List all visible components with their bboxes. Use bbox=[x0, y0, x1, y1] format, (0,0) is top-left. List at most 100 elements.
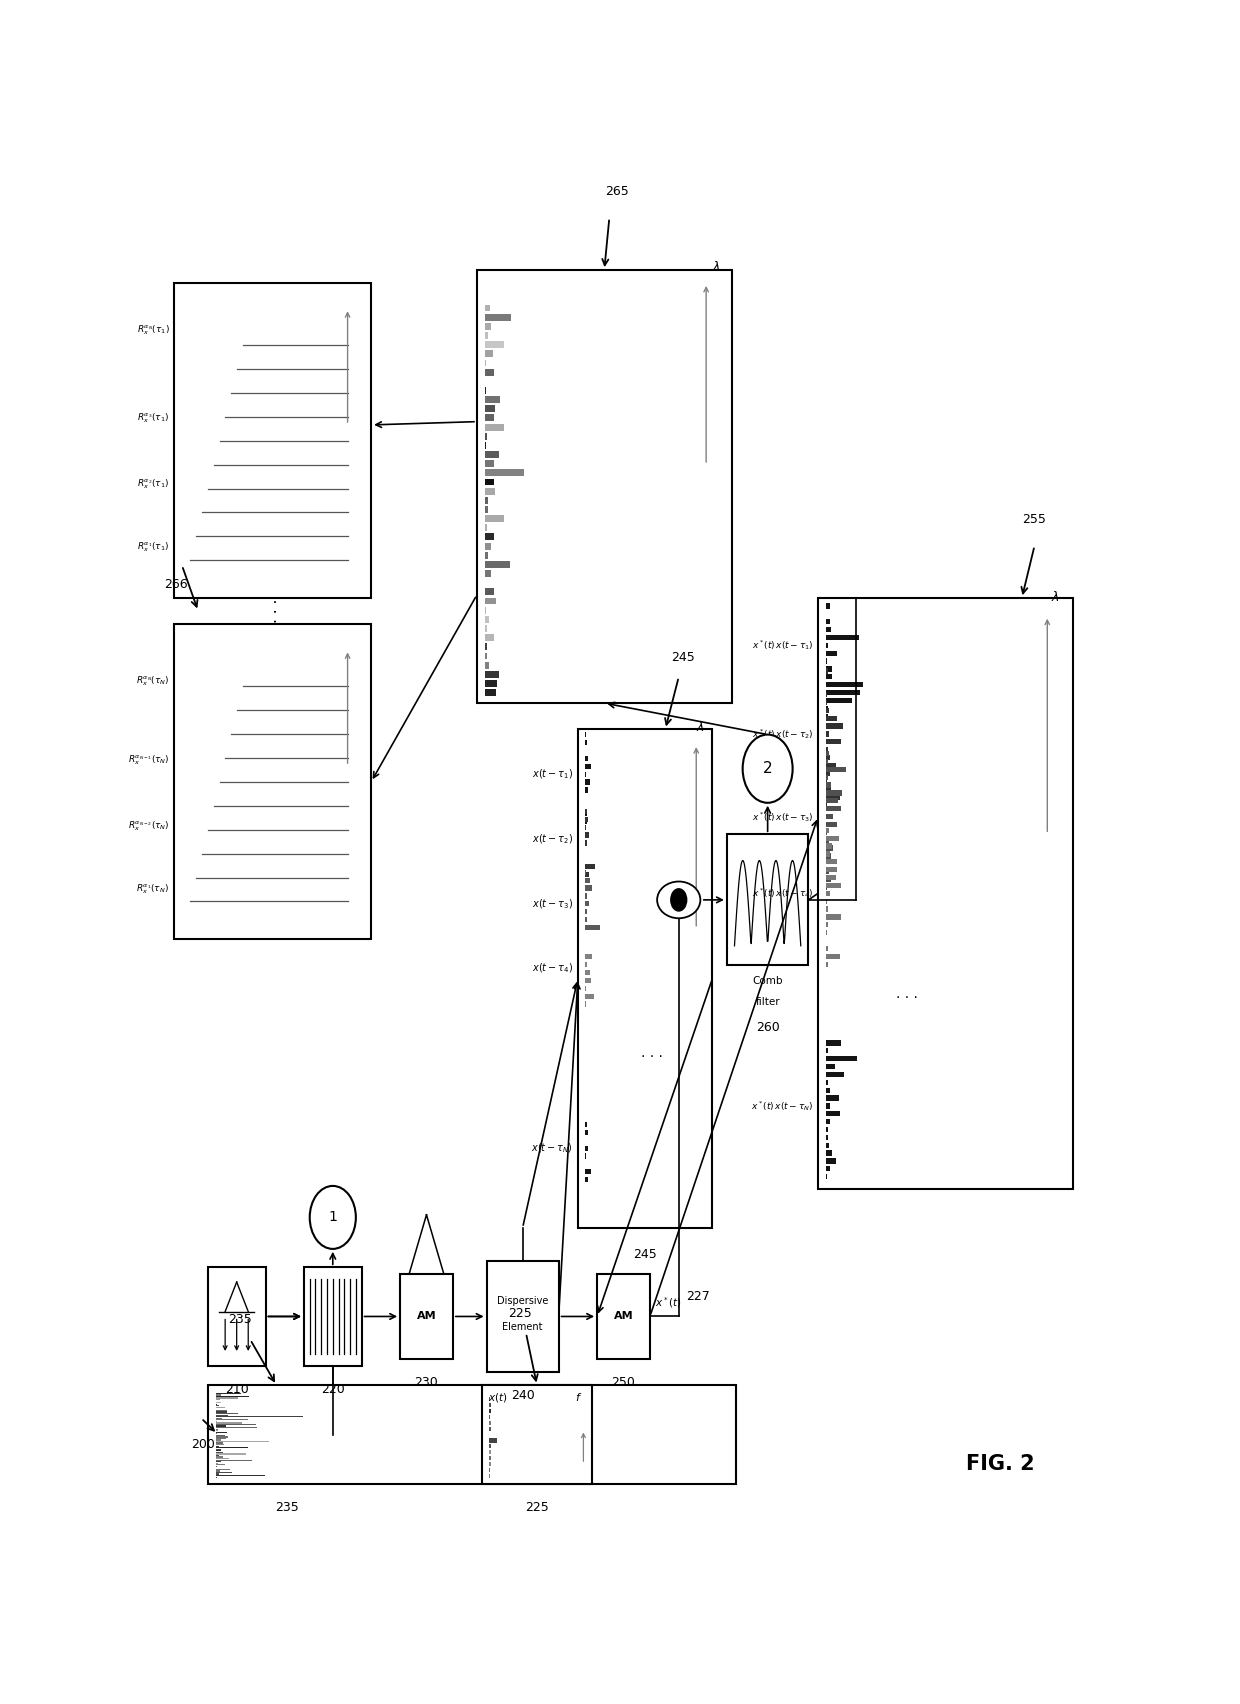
Bar bbox=[490, 1457, 491, 1460]
Bar bbox=[485, 351, 494, 358]
Bar bbox=[826, 815, 833, 820]
Bar bbox=[485, 387, 486, 394]
Bar bbox=[826, 716, 837, 721]
Text: $x(t-\tau_4)$: $x(t-\tau_4)$ bbox=[532, 961, 573, 975]
Bar bbox=[485, 452, 498, 458]
Bar bbox=[490, 1462, 491, 1465]
Bar bbox=[826, 666, 832, 671]
Bar bbox=[826, 1080, 828, 1085]
Bar bbox=[826, 642, 827, 648]
Bar bbox=[485, 598, 496, 605]
Text: $R_x^{\alpha_3}(\tau_1)$: $R_x^{\alpha_3}(\tau_1)$ bbox=[138, 412, 170, 426]
Bar bbox=[485, 479, 494, 486]
Bar bbox=[485, 661, 490, 668]
Bar bbox=[584, 787, 588, 792]
Ellipse shape bbox=[657, 881, 701, 918]
Bar bbox=[826, 835, 838, 840]
Bar bbox=[826, 682, 863, 687]
Bar bbox=[826, 700, 827, 705]
Bar bbox=[826, 838, 828, 843]
Bar bbox=[481, 1385, 593, 1484]
Bar bbox=[485, 552, 489, 559]
Bar bbox=[826, 767, 846, 772]
Bar bbox=[485, 688, 496, 695]
Bar bbox=[826, 828, 830, 833]
Bar bbox=[485, 395, 500, 404]
Bar bbox=[584, 820, 587, 825]
Bar bbox=[826, 1166, 831, 1171]
Circle shape bbox=[743, 734, 792, 803]
Bar bbox=[826, 803, 827, 808]
Text: $x(t-\tau_N)$: $x(t-\tau_N)$ bbox=[531, 1142, 573, 1155]
Bar bbox=[826, 1159, 837, 1164]
Bar bbox=[826, 724, 843, 729]
Text: 266: 266 bbox=[165, 578, 188, 591]
Text: . . .: . . . bbox=[265, 600, 280, 624]
Bar bbox=[485, 314, 511, 320]
Bar bbox=[584, 833, 589, 838]
Bar bbox=[826, 668, 828, 673]
Bar bbox=[485, 487, 495, 494]
Bar bbox=[485, 533, 494, 540]
Text: . . .: . . . bbox=[897, 987, 918, 1000]
Bar bbox=[826, 1102, 830, 1109]
Text: $R_x^{\alpha_1}(\tau_N)$: $R_x^{\alpha_1}(\tau_N)$ bbox=[136, 883, 170, 896]
Bar bbox=[584, 816, 588, 821]
Bar bbox=[584, 809, 587, 815]
Bar bbox=[826, 878, 831, 883]
Circle shape bbox=[310, 1186, 356, 1249]
Bar bbox=[584, 740, 587, 745]
Bar bbox=[485, 460, 494, 467]
Bar bbox=[826, 619, 830, 624]
Bar bbox=[826, 1087, 831, 1092]
Bar bbox=[584, 811, 587, 816]
Text: $R_x^{\alpha_N}(\tau_N)$: $R_x^{\alpha_N}(\tau_N)$ bbox=[136, 675, 170, 688]
Bar bbox=[485, 634, 494, 641]
Text: $\lambda$: $\lambda$ bbox=[696, 721, 704, 734]
Text: FIG. 2: FIG. 2 bbox=[966, 1454, 1035, 1474]
Text: 220: 220 bbox=[321, 1382, 345, 1396]
Text: 230: 230 bbox=[414, 1377, 439, 1389]
Bar bbox=[826, 843, 832, 849]
Bar bbox=[826, 603, 830, 608]
Bar bbox=[584, 970, 590, 975]
Bar bbox=[485, 515, 503, 521]
Bar bbox=[584, 963, 587, 968]
Bar bbox=[826, 779, 827, 784]
Bar bbox=[584, 1130, 588, 1135]
Text: $x(t-\tau_1)$: $x(t-\tau_1)$ bbox=[532, 767, 573, 780]
Bar bbox=[826, 946, 828, 951]
Bar bbox=[485, 625, 487, 632]
Text: 265: 265 bbox=[605, 186, 629, 198]
Text: 250: 250 bbox=[611, 1377, 635, 1389]
Bar bbox=[826, 869, 830, 874]
Bar bbox=[826, 1063, 835, 1068]
Bar bbox=[826, 690, 861, 695]
Text: 1: 1 bbox=[329, 1210, 337, 1225]
Bar bbox=[584, 1169, 591, 1174]
Bar bbox=[584, 864, 595, 869]
Bar bbox=[826, 782, 831, 787]
Bar bbox=[485, 498, 487, 504]
Text: $R_x^{\alpha_{N-1}}(\tau_N)$: $R_x^{\alpha_{N-1}}(\tau_N)$ bbox=[128, 753, 170, 767]
Bar bbox=[826, 1039, 841, 1046]
Text: $R_x^{\alpha_1}(\tau_1)$: $R_x^{\alpha_1}(\tau_1)$ bbox=[138, 540, 170, 554]
Bar bbox=[584, 908, 588, 915]
Bar bbox=[826, 852, 830, 857]
Bar bbox=[826, 675, 832, 680]
Text: $x^*(t)\,x(t-\tau_1)$: $x^*(t)\,x(t-\tau_1)$ bbox=[751, 639, 813, 653]
Bar bbox=[490, 1402, 491, 1408]
Bar bbox=[826, 714, 827, 719]
Bar bbox=[826, 699, 852, 704]
Bar bbox=[826, 883, 841, 888]
Bar bbox=[826, 930, 827, 935]
Bar bbox=[174, 624, 371, 939]
Bar bbox=[485, 424, 503, 431]
Bar bbox=[826, 705, 828, 711]
Text: $x^*(t)\,x(t-\tau_4)$: $x^*(t)\,x(t-\tau_4)$ bbox=[751, 886, 813, 900]
Bar bbox=[826, 830, 827, 835]
Text: 227: 227 bbox=[686, 1290, 709, 1304]
Bar bbox=[826, 821, 837, 826]
Bar bbox=[485, 406, 495, 412]
Bar bbox=[477, 269, 732, 704]
